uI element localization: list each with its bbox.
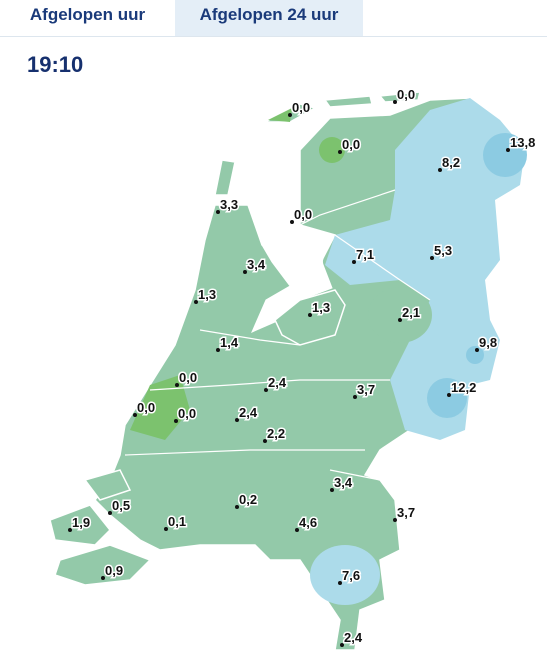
station-dot [393, 518, 397, 522]
station-dot [164, 527, 168, 531]
station-dot [353, 395, 357, 399]
station-dot [108, 511, 112, 515]
station-dot [264, 388, 268, 392]
station-value: 4,6 [299, 515, 317, 530]
station-value: 0,1 [168, 514, 186, 529]
station-dot [295, 528, 299, 532]
station-value: 2,2 [267, 426, 285, 441]
station-value: 3,4 [247, 257, 266, 272]
station-value: 13,8 [510, 135, 535, 150]
station-dot [290, 220, 294, 224]
station-dot [174, 419, 178, 423]
station-value: 0,0 [292, 100, 310, 115]
station-dot [338, 150, 342, 154]
station-value: 0,0 [397, 87, 415, 102]
station-dot [216, 210, 220, 214]
time: 19:10 [27, 52, 84, 77]
station-value: 7,1 [356, 247, 374, 262]
station-value: 3,7 [397, 505, 415, 520]
station-dot [175, 383, 179, 387]
station-dot [243, 270, 247, 274]
station-dot [194, 300, 198, 304]
station-dot [430, 256, 434, 260]
station-value: 3,4 [334, 475, 353, 490]
borders [124, 189, 431, 481]
precip-green [130, 108, 345, 440]
flevoland [274, 289, 346, 346]
station-value: 2,1 [402, 305, 420, 320]
station-value: 1,4 [220, 335, 239, 350]
station-value: 0,0 [137, 400, 155, 415]
station-dot [133, 413, 137, 417]
station-dot [68, 528, 72, 532]
station-value: 12,2 [451, 380, 476, 395]
station-value: 2,4 [239, 405, 258, 420]
station-dot [438, 168, 442, 172]
station-dot [216, 348, 220, 352]
station-dot [330, 488, 334, 492]
station-value: 3,7 [357, 382, 375, 397]
station-dot [263, 439, 267, 443]
station-value: 8,2 [442, 155, 460, 170]
station-value: 1,9 [72, 515, 90, 530]
station-dot [506, 148, 510, 152]
station-value: 0,0 [342, 137, 360, 152]
station-dot [475, 348, 479, 352]
precip-blue [310, 98, 527, 605]
station-dot [235, 505, 239, 509]
station-value: 1,3 [198, 287, 216, 302]
tab[interactable]: Afgelopen uur [29, 5, 146, 24]
station-value: 0,5 [112, 498, 130, 513]
station-dot [338, 581, 342, 585]
station-value: 0,2 [239, 492, 257, 507]
station-value: 0,0 [179, 370, 197, 385]
station-value: 0,0 [178, 406, 196, 421]
station-value: 2,4 [344, 630, 363, 645]
station-dot [340, 643, 344, 647]
station-value: 1,3 [312, 300, 330, 315]
station-dot [352, 260, 356, 264]
station-dot [308, 313, 312, 317]
station-value: 0,0 [294, 207, 312, 222]
station-dot [235, 418, 239, 422]
station-dot [393, 100, 397, 104]
station-value: 5,3 [434, 243, 452, 258]
station-dot [288, 113, 292, 117]
station-dot [447, 393, 451, 397]
station-value: 2,4 [268, 375, 287, 390]
tab-active[interactable]: Afgelopen 24 uur [175, 0, 363, 36]
station-value: 0,9 [105, 563, 123, 578]
station-value: 9,8 [479, 335, 497, 350]
station-value: 7,6 [342, 568, 360, 583]
station-dot [101, 576, 105, 580]
station-value: 3,3 [220, 197, 238, 212]
station-dot [398, 318, 402, 322]
